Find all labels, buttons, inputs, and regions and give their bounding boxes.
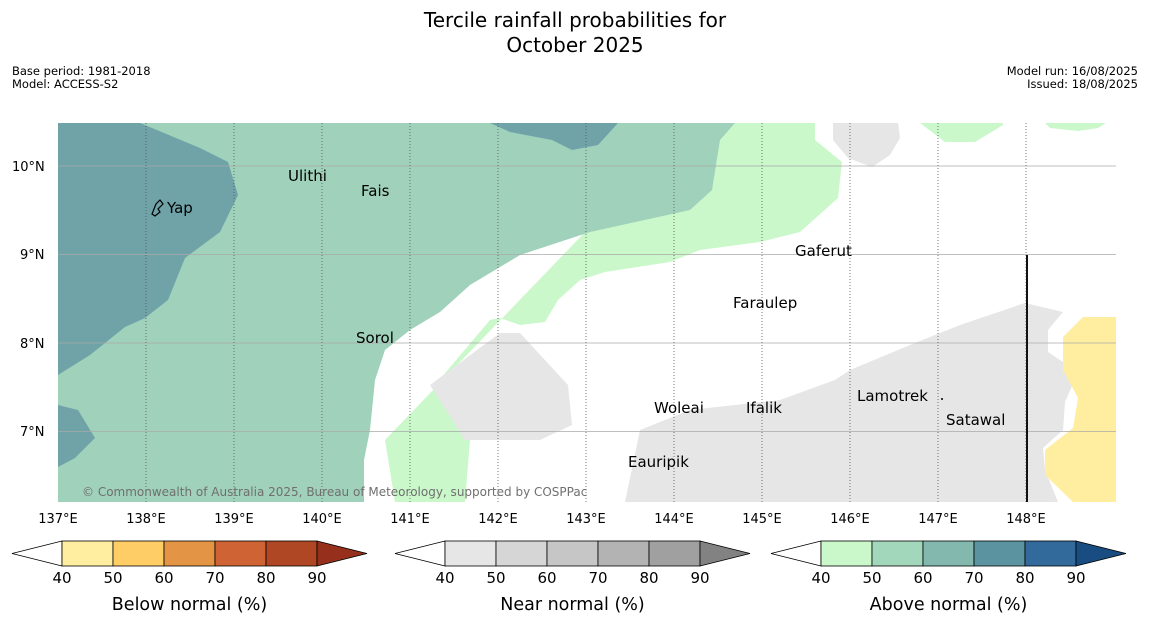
colorbar-below-title: Below normal (%) (112, 595, 267, 615)
lon-label-148e: 148°E (1006, 512, 1046, 527)
lon-label-145e: 145°E (742, 512, 782, 527)
lon-label-142e: 142°E (478, 512, 518, 527)
colorbar-below-tick-80: 80 (256, 569, 275, 587)
colorbar-above-segment-80 (1024, 540, 1077, 567)
colorbar-below-tick-50: 50 (103, 569, 122, 587)
colorbar-below-segment-40 (61, 540, 114, 567)
probability-shading (58, 123, 1116, 502)
place-fais: Fais (361, 182, 390, 200)
colorbar-near-tick-40: 40 (435, 569, 454, 587)
base-period-text: Base period: 1981-2018 (12, 64, 151, 78)
place-gaferut: Gaferut (795, 242, 852, 260)
meta-right: Model run: 16/08/2025 Issued: 18/08/2025 (1007, 65, 1138, 91)
colorbar-below-segment-80 (265, 540, 318, 567)
lon-label-139e: 139°E (214, 512, 254, 527)
above-normal-50-area-topright (1045, 123, 1106, 131)
colorbar-above-tick-40: 40 (811, 569, 830, 587)
colorbar-near-max-extend (699, 540, 751, 567)
lat-label-9n: 9°N (20, 248, 45, 263)
model-text: Model: ACCESS-S2 (12, 77, 119, 91)
map-title-line1: Tercile rainfall probabilities for (423, 8, 727, 32)
colorbar-near-segment-50 (495, 540, 548, 567)
yap-island-icon (151, 199, 164, 217)
place-labels: Yap Ulithi Fais Sorol Gaferut Faraulep W… (166, 167, 1005, 471)
colorbar-above-segment-60 (922, 540, 975, 567)
above-normal-60-area (58, 123, 735, 502)
copyright-text: © Commonwealth of Australia 2025, Bureau… (82, 485, 587, 499)
colorbar-above-tick-70: 70 (964, 569, 983, 587)
above-normal-70-area (58, 123, 238, 375)
place-eauripik: Eauripik (628, 453, 689, 471)
colorbar-above-max-extend (1075, 540, 1127, 567)
place-lamotrek: Lamotrek (857, 387, 928, 405)
near-normal-area-center (430, 333, 572, 440)
place-yap: Yap (166, 199, 193, 217)
longitude-labels: 137°E 138°E 139°E 140°E 141°E 142°E 143°… (38, 512, 1046, 527)
lat-label-8n: 8°N (20, 337, 45, 352)
colorbar-below-tick-90: 90 (307, 569, 326, 587)
colorbar-below: 40 50 60 70 80 90 Below normal (%) (11, 540, 368, 615)
place-woleai: Woleai (654, 399, 704, 417)
colorbar-above-segment-70 (973, 540, 1026, 567)
lon-label-143e: 143°E (566, 512, 606, 527)
colorbar-below-tick-70: 70 (205, 569, 224, 587)
issued-text: Issued: 18/08/2025 (1027, 77, 1138, 91)
colorbar-near-tick-90: 90 (690, 569, 709, 587)
above-normal-50-area (385, 123, 842, 502)
near-normal-area-east (625, 303, 1078, 502)
lon-label-140e: 140°E (302, 512, 342, 527)
colorbar-above-segment-50 (871, 540, 924, 567)
colorbar-above-title: Above normal (%) (870, 595, 1028, 615)
colorbar-below-max-extend (316, 540, 368, 567)
colorbar-near-tick-50: 50 (486, 569, 505, 587)
above-normal-70-area-lower (58, 405, 95, 467)
place-ulithi: Ulithi (288, 167, 327, 185)
colorbar-above: 40 50 60 70 80 90 Above normal (%) (770, 540, 1127, 615)
colorbar-near-tick-80: 80 (639, 569, 658, 587)
colorbar-below-min-extend (11, 540, 63, 567)
colorbar-near-tick-60: 60 (537, 569, 556, 587)
map-title-line2: October 2025 (506, 33, 644, 57)
colorbar-below-tick-40: 40 (52, 569, 71, 587)
map-title: Tercile rainfall probabilities for Octob… (0, 8, 1150, 58)
lat-label-7n: 7°N (20, 425, 45, 440)
colorbar-below-segment-70 (214, 540, 267, 567)
colorbar-above-tick-60: 60 (913, 569, 932, 587)
lon-label-137e: 137°E (38, 512, 78, 527)
colorbar-above-min-extend (770, 540, 822, 567)
place-ifalik: Ifalik (746, 399, 782, 417)
colorbar-above-tick-50: 50 (862, 569, 881, 587)
place-faraulep: Faraulep (733, 294, 797, 312)
lon-label-138e: 138°E (126, 512, 166, 527)
colorbar-near-tick-70: 70 (588, 569, 607, 587)
colorbar-near-title: Near normal (%) (500, 595, 645, 615)
place-satawal: Satawal (946, 411, 1005, 429)
latitude-labels: 10°N 9°N 8°N 7°N (12, 160, 45, 440)
lon-label-144e: 144°E (654, 512, 694, 527)
colorbar-above-tick-80: 80 (1015, 569, 1034, 587)
place-sorol: Sorol (356, 329, 394, 347)
model-run-text: Model run: 16/08/2025 (1006, 64, 1138, 78)
colorbar-below-segment-60 (163, 540, 216, 567)
colorbar-below-tick-60: 60 (154, 569, 173, 587)
colorbar-above-tick-90: 90 (1066, 569, 1085, 587)
lon-label-147e: 147°E (918, 512, 958, 527)
colorbar-near-segment-40 (444, 540, 497, 567)
lon-label-146e: 146°E (830, 512, 870, 527)
colorbar-near-min-extend (394, 540, 446, 567)
colorbars: 40 50 60 70 80 90 Below normal (%) 40 50 60 70 80 90… (11, 540, 1127, 615)
colorbar-near-segment-70 (597, 540, 650, 567)
islet-marker (941, 398, 943, 400)
colorbar-below-segment-50 (112, 540, 165, 567)
colorbar-near-segment-60 (546, 540, 599, 567)
below-normal-area (1045, 317, 1116, 502)
colorbar-near: 40 50 60 70 80 90 Near normal (%) (394, 540, 751, 615)
above-normal-50-area-top (920, 123, 1003, 142)
colorbar-above-segment-40 (820, 540, 873, 567)
lat-label-10n: 10°N (12, 160, 45, 175)
meta-left: Base period: 1981-2018 Model: ACCESS-S2 (12, 65, 151, 91)
lon-label-141e: 141°E (390, 512, 430, 527)
colorbar-near-segment-80 (648, 540, 701, 567)
